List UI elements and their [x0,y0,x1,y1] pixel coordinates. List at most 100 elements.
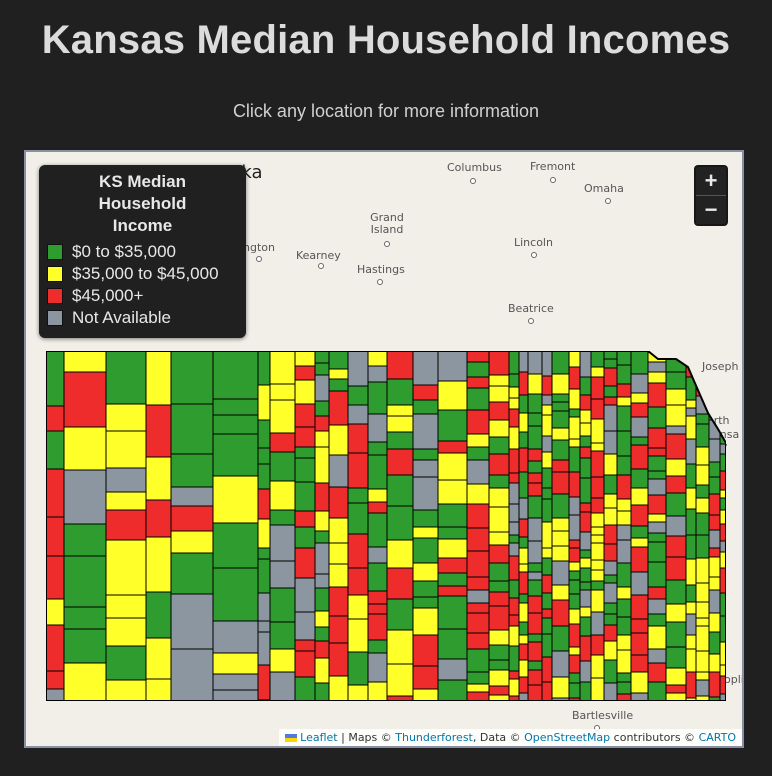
census-tract[interactable] [294,547,316,579]
census-tract[interactable] [294,611,316,641]
census-tract[interactable] [314,415,330,432]
census-tract[interactable] [719,567,726,594]
census-tract[interactable] [647,470,667,480]
census-tract[interactable] [590,418,605,444]
census-tract[interactable] [314,482,330,512]
census-tract[interactable] [145,678,172,701]
census-tract[interactable] [488,351,510,376]
census-tract[interactable] [568,646,581,656]
census-tract[interactable] [466,387,490,411]
census-tract[interactable] [437,479,468,505]
census-tract[interactable] [508,397,520,410]
census-tract[interactable] [508,472,520,484]
census-tract[interactable] [314,542,330,575]
census-tract[interactable] [367,652,388,683]
census-tract[interactable] [665,388,687,406]
census-tract[interactable] [347,502,369,535]
census-tract[interactable] [328,390,349,426]
census-tract[interactable] [695,601,710,619]
census-tract[interactable] [347,351,369,387]
census-tract[interactable] [665,579,687,605]
census-tract[interactable] [568,682,581,699]
census-tract[interactable] [466,691,490,701]
census-tract[interactable] [508,542,520,557]
census-tract[interactable] [412,351,439,386]
census-tract[interactable] [708,653,721,673]
census-tract[interactable] [665,458,687,477]
census-tract[interactable] [508,614,520,627]
census-tract[interactable] [719,664,726,677]
census-tract[interactable] [568,416,581,440]
census-tract[interactable] [367,546,388,564]
census-tract[interactable] [527,351,543,375]
census-tract[interactable] [685,487,697,510]
census-tract[interactable] [541,617,553,635]
census-tract[interactable] [508,448,520,474]
census-tract[interactable] [518,497,529,520]
census-tract[interactable] [647,447,667,457]
census-tract[interactable] [665,425,687,435]
census-tract[interactable] [314,510,330,532]
census-tract[interactable] [630,416,649,438]
census-tract[interactable] [603,453,618,476]
census-tract[interactable] [412,596,439,609]
census-tract[interactable] [294,426,316,448]
census-tract[interactable] [269,351,296,385]
census-tract[interactable] [46,555,65,600]
census-tract[interactable] [551,393,570,403]
census-tract[interactable] [590,589,605,613]
census-tract[interactable] [647,455,667,472]
census-tract[interactable] [314,640,330,659]
census-tract[interactable] [579,477,592,504]
census-tract[interactable] [466,683,490,693]
census-tract[interactable] [527,540,543,564]
census-tract[interactable] [294,446,316,459]
census-tract[interactable] [488,487,510,508]
census-tract[interactable] [437,440,468,454]
census-tract[interactable] [145,499,172,538]
census-tract[interactable] [105,645,147,681]
census-tract[interactable] [294,481,316,512]
census-tract[interactable] [616,405,632,432]
census-tract[interactable] [647,613,667,627]
census-tract[interactable] [257,547,271,560]
census-tract[interactable] [579,531,592,551]
census-tract[interactable] [508,386,520,399]
census-tract[interactable] [314,530,330,544]
census-tract[interactable] [603,358,618,369]
census-tract[interactable] [579,681,592,701]
census-tract[interactable] [105,491,147,511]
census-tract[interactable] [579,616,592,637]
census-tract[interactable] [568,623,581,648]
census-tract[interactable] [386,415,414,433]
census-tract[interactable] [527,425,543,450]
census-tract[interactable] [616,616,632,636]
census-tract[interactable] [466,409,490,435]
census-tract[interactable] [590,366,605,378]
census-tract[interactable] [695,512,710,536]
carto-link[interactable]: CARTO [698,731,736,744]
census-tract[interactable] [145,591,172,639]
census-tract[interactable] [518,547,529,565]
census-tract[interactable] [527,472,543,484]
census-tract[interactable] [616,351,632,366]
census-tract[interactable] [568,539,581,549]
census-tract[interactable] [708,476,721,495]
census-tract[interactable] [603,582,618,604]
census-tract[interactable] [105,617,147,647]
census-tract[interactable] [488,580,510,593]
census-tract[interactable] [616,562,632,588]
census-tract[interactable] [647,513,667,523]
census-tract[interactable] [518,394,529,414]
census-tract[interactable] [328,378,349,392]
census-tract[interactable] [527,595,543,614]
census-tract[interactable] [488,419,510,438]
census-tract[interactable] [328,563,349,588]
census-tract[interactable] [328,675,349,701]
census-tract[interactable] [603,351,618,360]
census-tract[interactable] [541,557,553,576]
census-tract[interactable] [603,385,618,398]
census-tract[interactable] [105,467,147,493]
census-tract[interactable] [685,407,697,417]
census-tract[interactable] [367,603,388,615]
